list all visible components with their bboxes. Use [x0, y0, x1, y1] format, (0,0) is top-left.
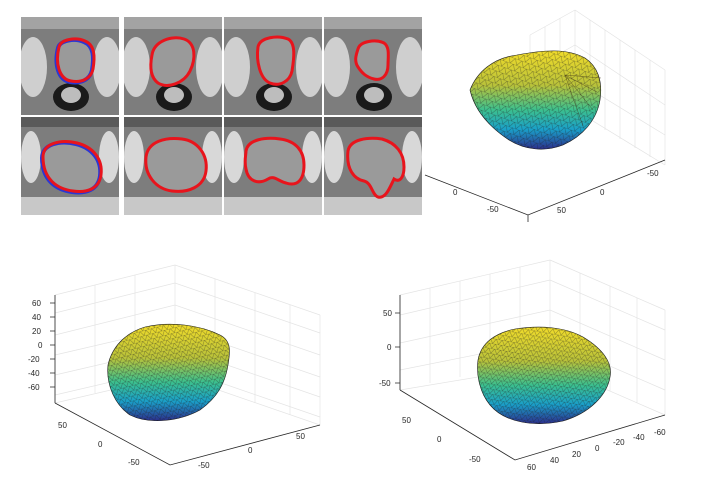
ct-slice-tile [21, 117, 119, 215]
plot3-x-tick: -50 [469, 455, 481, 464]
mesh-plot-bottom-left: 60 40 20 0 -20 -40 -60 50 0 -50 -50 0 50 [20, 255, 340, 492]
plot3-x-ticks: 50 0 -50 [402, 416, 481, 464]
plot3-y-tick: -40 [633, 433, 645, 442]
plot3-z-tick: 0 [387, 343, 392, 352]
plot2-y-tick: 0 [248, 446, 253, 455]
plot2-y-tick: -50 [198, 461, 210, 470]
plot2-mesh-surface [107, 323, 230, 421]
plot3-y-tick: 20 [572, 450, 581, 459]
mesh-plot-top-right: 0 -50 50 0 -50 [424, 0, 707, 225]
ct-slice-tile [224, 117, 322, 215]
plot2-y-ticks: -50 0 50 [198, 432, 305, 470]
ct-slice-tile [124, 17, 222, 115]
segmentation-contour [354, 39, 390, 81]
plot2-z-tick: -60 [28, 383, 40, 392]
segmentation-contour [41, 140, 103, 193]
plot3-y-tick: -60 [654, 428, 666, 437]
plot2-z-tick: 60 [32, 299, 41, 308]
plot3-y-tick: -20 [613, 438, 625, 447]
mesh-plot-bottom-right: 50 0 -50 50 0 -50 60 40 20 0 -20 -40 -60 [365, 255, 707, 492]
plot3-y-tick: 60 [527, 463, 536, 472]
ct-slice-tile [324, 117, 422, 215]
plot3-y-tick: 40 [550, 456, 559, 465]
segmentation-contour [346, 136, 406, 199]
ct-slice-tile [224, 17, 322, 115]
plot2-z-tick: -40 [28, 369, 40, 378]
plot1-x-tick: 50 [557, 206, 566, 215]
plot2-y-tick: 50 [296, 432, 305, 441]
plot2-z-tick: -20 [28, 355, 40, 364]
plot2-z-tick: 0 [38, 341, 43, 350]
segmentation-contour [149, 36, 196, 87]
plot3-x-tick: 0 [437, 435, 442, 444]
plot2-z-ticks: 60 40 20 0 -20 -40 -60 [28, 299, 43, 392]
plot2-axes [50, 295, 321, 466]
plot1-y-tick: 0 [600, 188, 605, 197]
plot3-y-tick: 0 [595, 444, 600, 453]
segmentation-contour [243, 136, 306, 186]
plot1-x-tick: 0 [453, 188, 458, 197]
plot1-mesh-surface [469, 50, 602, 150]
plot2-x-ticks: 50 0 -50 [58, 421, 140, 467]
plot1-axes [424, 159, 666, 222]
ct-image-grid [21, 17, 422, 216]
ct-slice-tile [324, 17, 422, 115]
plot1-y-ticks: 0 -50 [600, 169, 659, 197]
plot2-x-tick: -50 [128, 458, 140, 467]
plot1-x-tick: -50 [487, 205, 499, 214]
segmentation-contour [144, 137, 208, 193]
plot3-y-ticks: 60 40 20 0 -20 -40 -60 [527, 428, 666, 472]
plot2-z-tick: 40 [32, 313, 41, 322]
plot1-y-tick: -50 [647, 169, 659, 178]
plot1-x-ticks: 0 -50 50 [453, 188, 566, 215]
segmentation-contour [256, 35, 296, 86]
plot3-x-tick: 50 [402, 416, 411, 425]
segmentation-contour [56, 37, 96, 83]
ct-slice-tile [21, 17, 119, 115]
ct-slice-tile [124, 117, 222, 215]
plot3-z-tick: -50 [379, 379, 391, 388]
plot3-mesh-surface [477, 326, 611, 424]
plot3-z-ticks: 50 0 -50 [379, 309, 392, 388]
plot2-x-tick: 50 [58, 421, 67, 430]
plot3-z-tick: 50 [383, 309, 392, 318]
plot2-z-tick: 20 [32, 327, 41, 336]
plot3-axes [395, 295, 666, 461]
plot2-x-tick: 0 [98, 440, 103, 449]
